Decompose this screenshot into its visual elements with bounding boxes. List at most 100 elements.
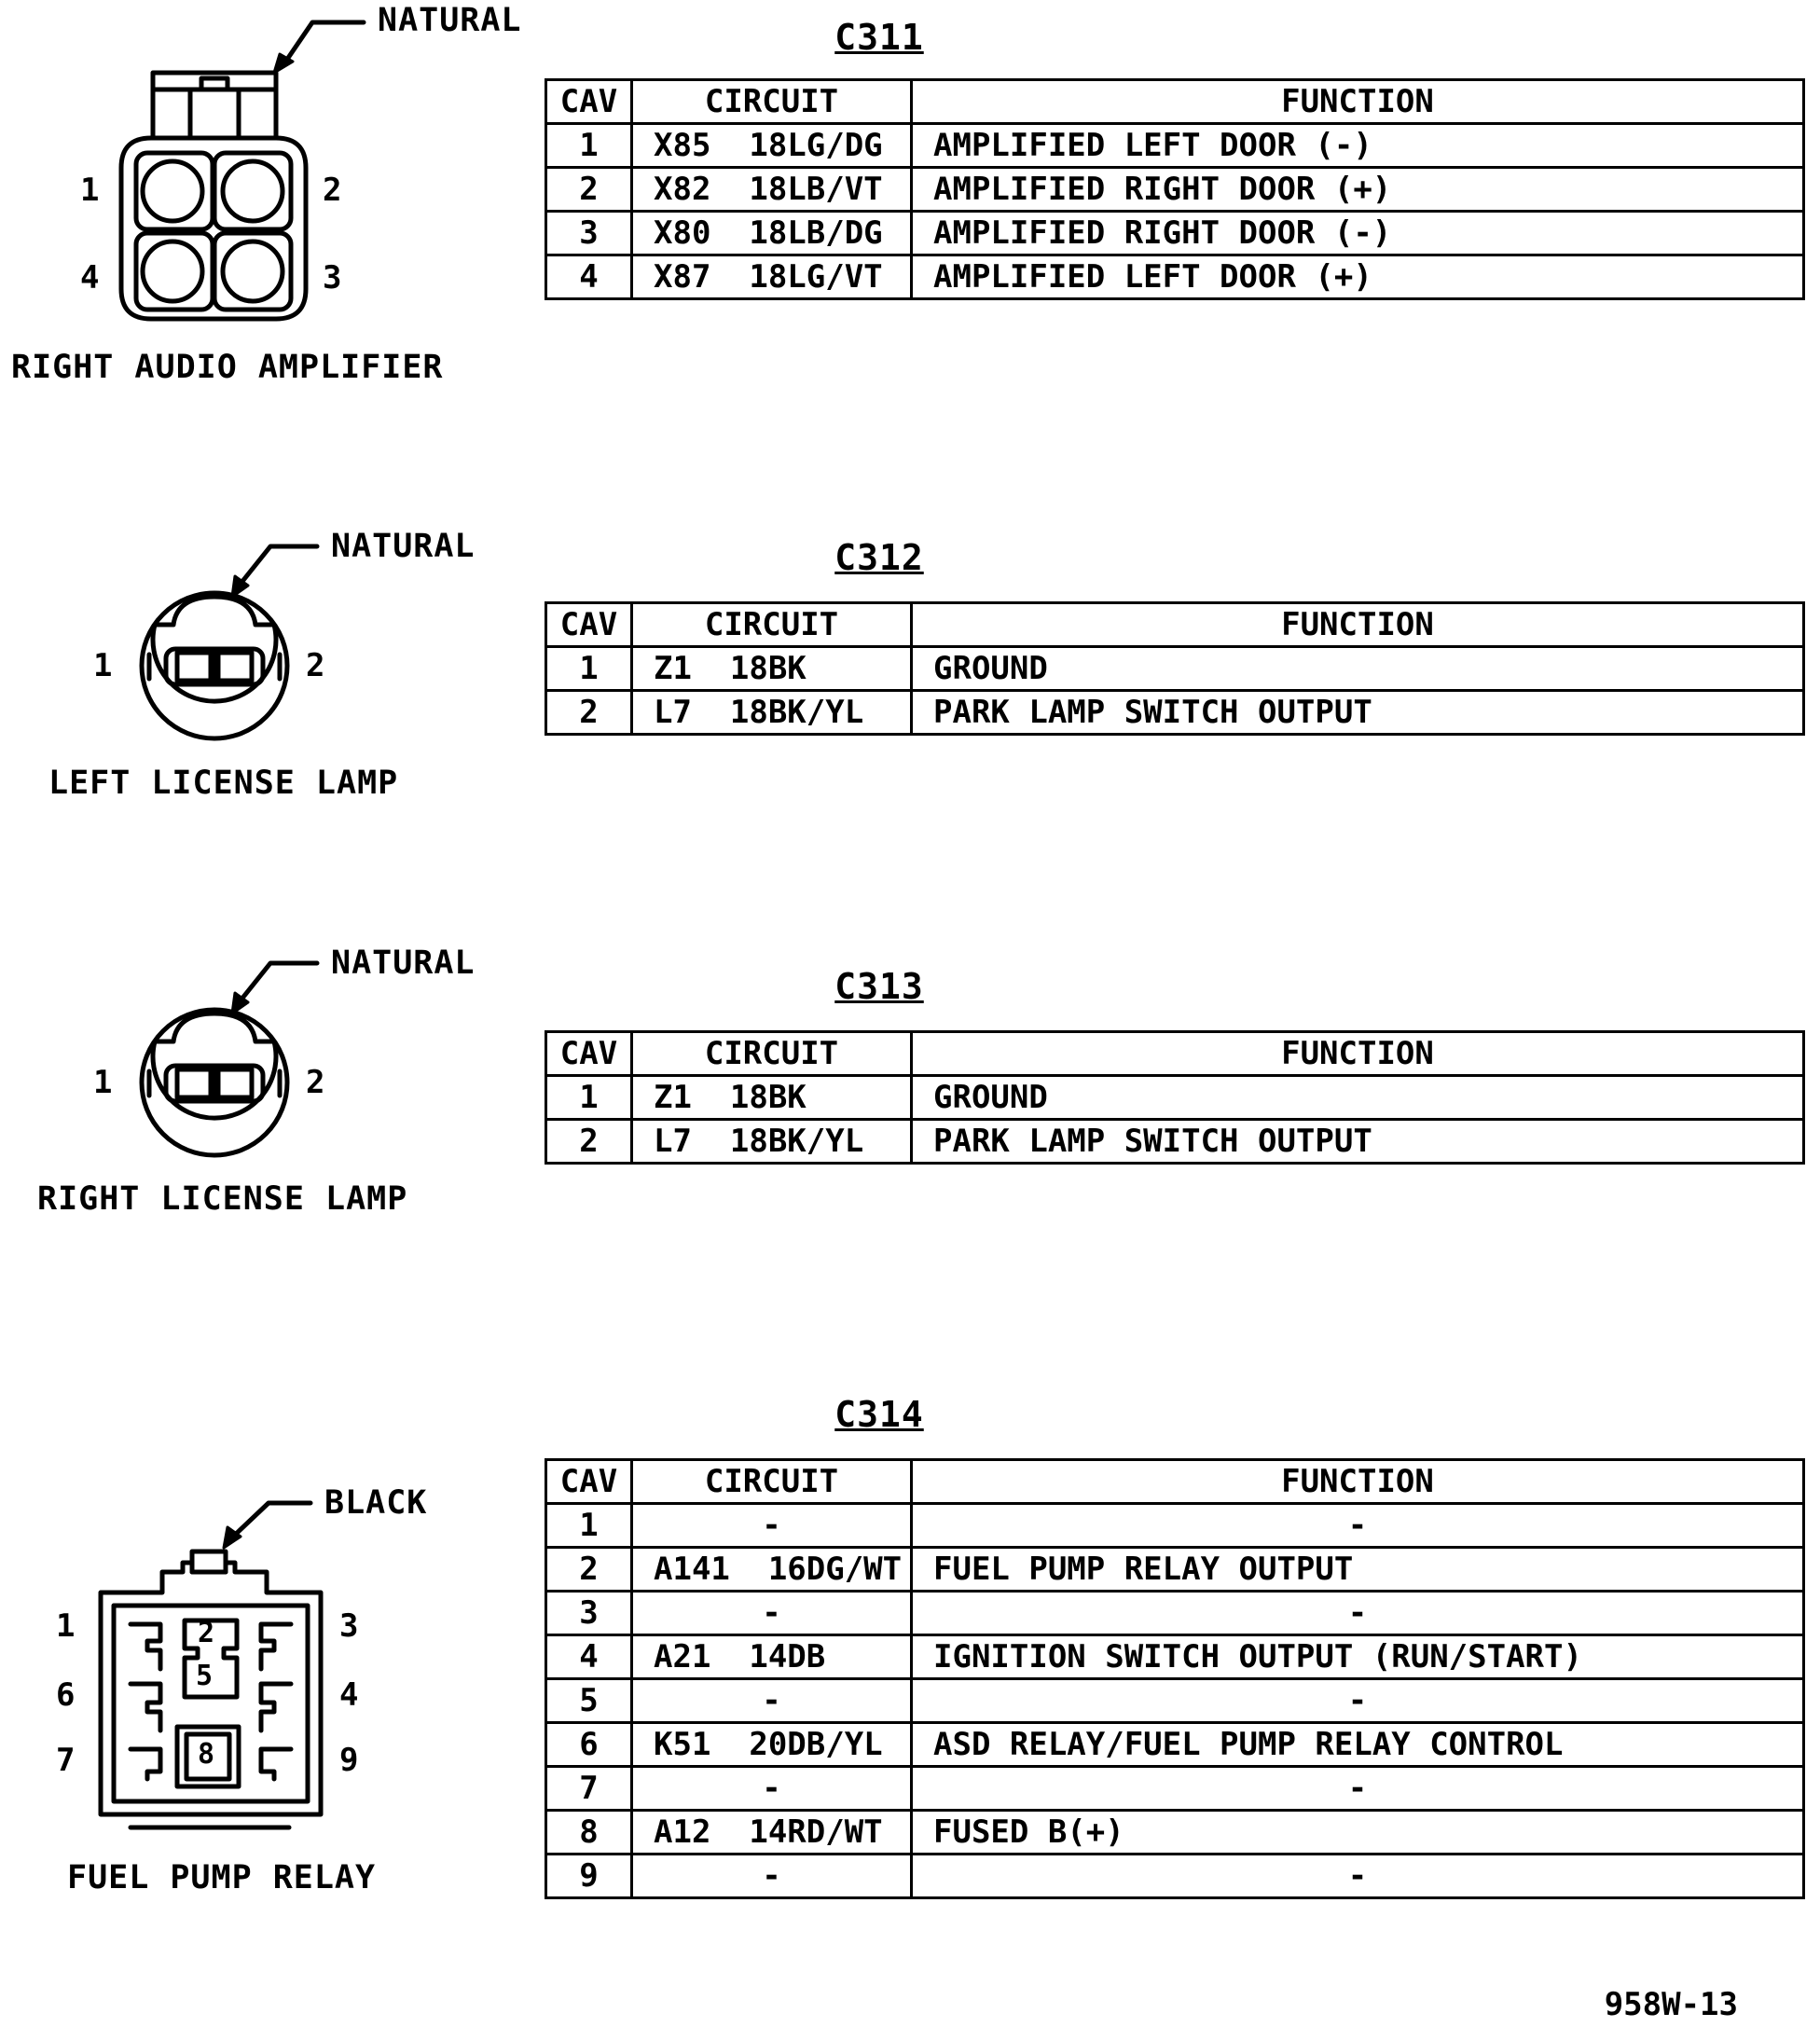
function-cell: GROUND bbox=[910, 1074, 1805, 1121]
cav-cell: 1 bbox=[545, 645, 633, 692]
cav-cell: 6 bbox=[545, 1721, 633, 1768]
function-cell: - bbox=[910, 1765, 1805, 1812]
function-cell: - bbox=[910, 1853, 1805, 1899]
figure-code: 958W-13 bbox=[1604, 1986, 1738, 2023]
fuel-pump-relay-connector-drawing bbox=[98, 1500, 324, 1830]
pin-label: 6 bbox=[56, 1676, 76, 1714]
circuit-cell: L7 18BK/YL bbox=[630, 1118, 913, 1165]
circuit-cell: - bbox=[630, 1502, 913, 1549]
header-function: FUNCTION bbox=[910, 601, 1805, 648]
function-cell: FUSED B(+) bbox=[910, 1809, 1805, 1855]
inner-pin-label: 8 bbox=[198, 1738, 215, 1771]
right-license-lamp-color-label: NATURAL bbox=[331, 945, 476, 982]
cav-cell: 9 bbox=[545, 1853, 633, 1899]
cav-cell: 4 bbox=[545, 1634, 633, 1680]
function-cell: AMPLIFIED RIGHT DOOR (+) bbox=[910, 166, 1805, 213]
table-row: 1 Z1 18BK GROUND bbox=[545, 1074, 1805, 1121]
cav-cell: 3 bbox=[545, 1590, 633, 1636]
header-cav: CAV bbox=[545, 601, 633, 648]
amplifier-connector-drawing bbox=[118, 20, 366, 322]
pin-label: 2 bbox=[306, 1064, 325, 1101]
cav-cell: 1 bbox=[545, 1074, 633, 1121]
function-cell: PARK LAMP SWITCH OUTPUT bbox=[910, 689, 1805, 736]
header-cav: CAV bbox=[545, 1030, 633, 1077]
circuit-cell: A21 14DB bbox=[630, 1634, 913, 1680]
table-header-row: CAV CIRCUIT FUNCTION bbox=[545, 78, 1805, 125]
pinout-table-c313: CAV CIRCUIT FUNCTION 1 Z1 18BK GROUND 2 … bbox=[545, 1030, 1805, 1165]
table-row: 8 A12 14RD/WT FUSED B(+) bbox=[545, 1809, 1805, 1855]
table-row: 2 L7 18BK/YL PARK LAMP SWITCH OUTPUT bbox=[545, 689, 1805, 736]
inner-pin-label: 2 bbox=[198, 1617, 215, 1649]
pin-label: 9 bbox=[339, 1742, 359, 1779]
pin-label: 3 bbox=[323, 259, 342, 296]
inner-pin-label: 5 bbox=[196, 1660, 214, 1692]
fuel-pump-relay-connector-name: FUEL PUMP RELAY bbox=[67, 1859, 377, 1896]
cav-cell: 8 bbox=[545, 1809, 633, 1855]
function-cell: ASD RELAY/FUEL PUMP RELAY CONTROL bbox=[910, 1721, 1805, 1768]
function-cell: AMPLIFIED LEFT DOOR (+) bbox=[910, 254, 1805, 300]
header-function: FUNCTION bbox=[910, 1458, 1805, 1505]
pin-label: 1 bbox=[93, 1064, 113, 1101]
table-row: 6 K51 20DB/YL ASD RELAY/FUEL PUMP RELAY … bbox=[545, 1721, 1805, 1768]
table-row: 4 X87 18LG/VT AMPLIFIED LEFT DOOR (+) bbox=[545, 254, 1805, 300]
circuit-cell: Z1 18BK bbox=[630, 1074, 913, 1121]
pinout-table-c312: CAV CIRCUIT FUNCTION 1 Z1 18BK GROUND 2 … bbox=[545, 601, 1805, 736]
circuit-cell: - bbox=[630, 1765, 913, 1812]
left-license-lamp-connector-drawing bbox=[139, 544, 320, 741]
pin-label: 1 bbox=[56, 1607, 76, 1645]
right-license-lamp-connector-name: RIGHT LICENSE LAMP bbox=[37, 1180, 408, 1218]
header-cav: CAV bbox=[545, 78, 633, 125]
function-cell: - bbox=[910, 1502, 1805, 1549]
cav-cell: 1 bbox=[545, 122, 633, 169]
left-license-lamp-color-label: NATURAL bbox=[331, 528, 476, 565]
connector-title-c314: C314 bbox=[834, 1394, 924, 1435]
table-row: 3 - - bbox=[545, 1590, 1805, 1636]
connector-title-c311: C311 bbox=[834, 17, 924, 58]
table-header-row: CAV CIRCUIT FUNCTION bbox=[545, 1458, 1805, 1505]
pin-label: 4 bbox=[339, 1676, 359, 1714]
cav-cell: 2 bbox=[545, 689, 633, 736]
table-row: 4 A21 14DB IGNITION SWITCH OUTPUT (RUN/S… bbox=[545, 1634, 1805, 1680]
cav-cell: 2 bbox=[545, 1546, 633, 1593]
amplifier-color-label: NATURAL bbox=[378, 2, 522, 39]
header-circuit: CIRCUIT bbox=[630, 1030, 913, 1077]
table-row: 1 - - bbox=[545, 1502, 1805, 1549]
header-circuit: CIRCUIT bbox=[630, 601, 913, 648]
pin-label: 4 bbox=[80, 259, 100, 296]
table-row: 2 L7 18BK/YL PARK LAMP SWITCH OUTPUT bbox=[545, 1118, 1805, 1165]
header-function: FUNCTION bbox=[910, 1030, 1805, 1077]
table-header-row: CAV CIRCUIT FUNCTION bbox=[545, 1030, 1805, 1077]
function-cell: AMPLIFIED LEFT DOOR (-) bbox=[910, 122, 1805, 169]
circuit-cell: X87 18LG/VT bbox=[630, 254, 913, 300]
cav-cell: 4 bbox=[545, 254, 633, 300]
circuit-cell: A141 16DG/WT bbox=[630, 1546, 913, 1593]
pin-label: 7 bbox=[56, 1742, 76, 1779]
pin-label: 2 bbox=[306, 647, 325, 684]
circuit-cell: X82 18LB/VT bbox=[630, 166, 913, 213]
function-cell: GROUND bbox=[910, 645, 1805, 692]
fuel-pump-relay-color-label: BLACK bbox=[324, 1484, 428, 1522]
left-license-lamp-connector-name: LEFT LICENSE LAMP bbox=[48, 765, 399, 802]
cav-cell: 7 bbox=[545, 1765, 633, 1812]
pin-label: 3 bbox=[339, 1607, 359, 1645]
connector-title-c313: C313 bbox=[834, 966, 924, 1007]
pin-label: 1 bbox=[93, 647, 113, 684]
circuit-cell: L7 18BK/YL bbox=[630, 689, 913, 736]
circuit-cell: - bbox=[630, 1853, 913, 1899]
function-cell: - bbox=[910, 1677, 1805, 1724]
function-cell: FUEL PUMP RELAY OUTPUT bbox=[910, 1546, 1805, 1593]
table-row: 3 X80 18LB/DG AMPLIFIED RIGHT DOOR (-) bbox=[545, 210, 1805, 256]
header-function: FUNCTION bbox=[910, 78, 1805, 125]
circuit-cell: - bbox=[630, 1590, 913, 1636]
cav-cell: 5 bbox=[545, 1677, 633, 1724]
pin-label: 1 bbox=[80, 172, 100, 209]
pin-label: 2 bbox=[323, 172, 342, 209]
table-header-row: CAV CIRCUIT FUNCTION bbox=[545, 601, 1805, 648]
header-circuit: CIRCUIT bbox=[630, 1458, 913, 1505]
header-cav: CAV bbox=[545, 1458, 633, 1505]
circuit-cell: K51 20DB/YL bbox=[630, 1721, 913, 1768]
cav-cell: 1 bbox=[545, 1502, 633, 1549]
cav-cell: 2 bbox=[545, 1118, 633, 1165]
function-cell: AMPLIFIED RIGHT DOOR (-) bbox=[910, 210, 1805, 256]
amplifier-connector-name: RIGHT AUDIO AMPLIFIER bbox=[11, 349, 444, 386]
